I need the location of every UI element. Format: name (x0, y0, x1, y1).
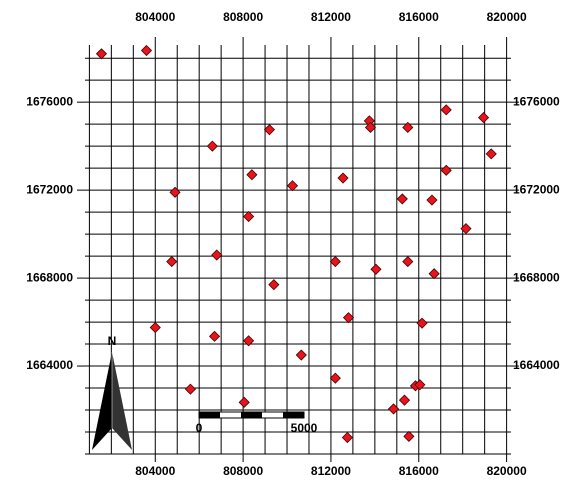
x-tick-label: 804000 (135, 464, 175, 478)
point (286, 180, 299, 192)
point (485, 148, 497, 160)
x-tick-label: 808000 (223, 464, 263, 478)
x-tick-label: 820000 (487, 10, 527, 24)
x-tick-label: 804000 (135, 10, 175, 24)
x-tick-label: 820000 (487, 464, 527, 478)
x-tick-label: 816000 (399, 464, 439, 478)
north-arrow (92, 352, 132, 450)
point (398, 394, 411, 406)
point (246, 169, 258, 181)
point (370, 263, 382, 275)
point (149, 321, 161, 334)
point (477, 111, 490, 124)
point (238, 396, 250, 408)
point (403, 430, 415, 442)
y-tick-label: 1672000 (513, 182, 560, 196)
point (426, 194, 438, 206)
point (341, 431, 353, 444)
point (387, 403, 400, 415)
point (243, 210, 255, 223)
point (416, 317, 428, 329)
x-tick-label: 808000 (223, 10, 263, 24)
point (140, 44, 153, 57)
y-tick-label: 1672000 (26, 182, 73, 196)
point (414, 379, 426, 391)
scale-label: 0 (196, 421, 203, 435)
point (184, 383, 196, 395)
y-tick-label: 1676000 (26, 94, 73, 108)
x-tick-label: 812000 (311, 10, 351, 24)
point (243, 335, 255, 347)
point (329, 256, 341, 268)
x-tick-label: 816000 (399, 10, 439, 24)
scale-label: 5000 (291, 421, 318, 435)
y-tick-label: 1676000 (513, 94, 560, 108)
point (364, 121, 377, 134)
point (208, 330, 221, 342)
point (428, 268, 440, 280)
point (440, 104, 452, 116)
point (396, 193, 408, 205)
y-tick-label: 1668000 (513, 270, 560, 284)
point (337, 172, 349, 184)
point (95, 48, 108, 60)
y-tick-label: 1664000 (26, 358, 73, 372)
point (166, 256, 178, 268)
scale-bar (198, 411, 305, 419)
point (295, 349, 307, 361)
point (206, 140, 218, 152)
point (268, 279, 280, 291)
point (329, 372, 341, 384)
north-label: N (108, 334, 117, 348)
point (169, 186, 181, 198)
point (263, 124, 276, 136)
point (460, 223, 472, 235)
point (211, 249, 223, 261)
point (342, 312, 355, 324)
point (402, 256, 414, 268)
x-tick-label: 812000 (311, 464, 351, 478)
point (440, 164, 452, 176)
y-tick-label: 1668000 (26, 270, 73, 284)
point (402, 121, 414, 134)
y-tick-label: 1664000 (513, 358, 560, 372)
